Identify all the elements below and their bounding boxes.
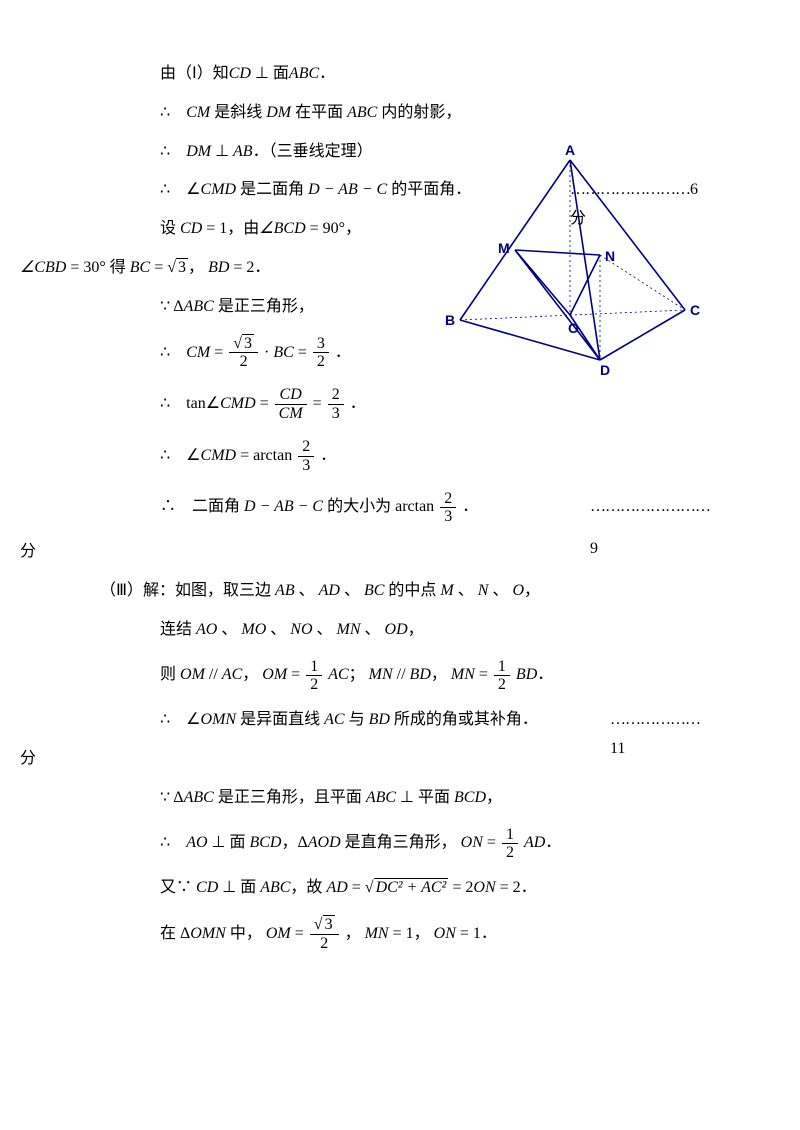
line-10: ∴ ∠CMD = arctan 23 ．	[160, 435, 710, 477]
line-16: ∵ ΔABC 是正三角形，且平面 ABC ⊥ 平面 BCD，	[160, 784, 710, 813]
line-9: ∴ tan∠CMD = CDCM = 23 ．	[160, 383, 710, 425]
label-B: B	[445, 312, 455, 328]
label-N: N	[605, 248, 615, 264]
line-12: （Ⅲ）解：如图，取三边 AB 、 AD 、 BC 的中点 M 、 N 、 O，	[100, 577, 710, 606]
tetrahedron-diagram: A B C D M N O	[440, 150, 710, 380]
label-O: O	[568, 320, 579, 336]
line-19: 在 ΔOMN 中， OM = 32 ， MN = 1， ON = 1．	[160, 913, 710, 955]
label-M: M	[498, 240, 510, 256]
line-1: 由（Ⅰ）知CD ⊥ 面ABC．	[160, 60, 710, 89]
line-14: 则 OM // AC， OM = 12 AC； MN // BD， MN = 1…	[160, 654, 710, 696]
label-D: D	[600, 362, 610, 378]
line-11: ∴ 二面角 D − AB − C 的大小为 arctan 23 ． …………………	[160, 486, 710, 528]
label-C: C	[690, 302, 700, 318]
line-18: 又∵ CD ⊥ 面 ABC，故 AD = DC² + AC² = 2ON = 2…	[160, 874, 710, 903]
diagram-svg	[440, 150, 710, 380]
label-A: A	[565, 142, 575, 158]
line-15: ∴ ∠OMN 是异面直线 AC 与 BD 所成的角或其补角． ………………11	[160, 706, 710, 735]
line-17: ∴ AO ⊥ 面 BCD，ΔAOD 是直角三角形， ON = 12 AD．	[160, 822, 710, 864]
line-13: 连结 AO 、 MO 、 NO 、 MN 、 OD，	[160, 616, 710, 645]
fen-2: 分	[20, 745, 710, 774]
line-2: ∴ CM 是斜线 DM 在平面 ABC 内的射影，	[160, 99, 710, 128]
